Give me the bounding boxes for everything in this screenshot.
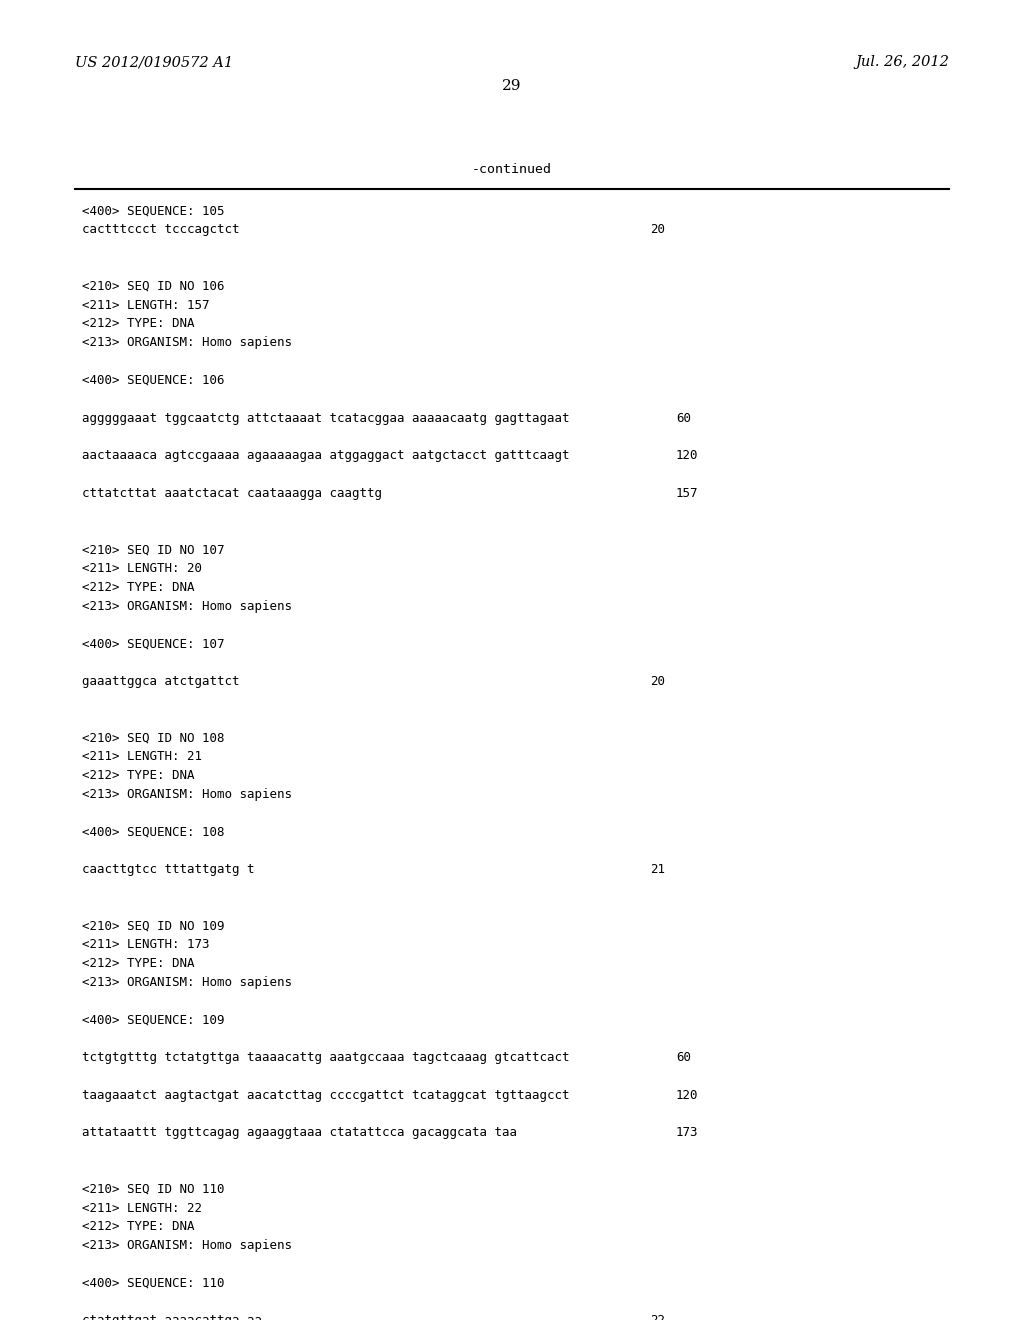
Text: agggggaaat tggcaatctg attctaaaat tcatacggaa aaaaacaatg gagttagaat: agggggaaat tggcaatctg attctaaaat tcatacg… [82,412,569,425]
Text: 60: 60 [676,412,691,425]
Text: <400> SEQUENCE: 109: <400> SEQUENCE: 109 [82,1014,224,1027]
Text: <212> TYPE: DNA: <212> TYPE: DNA [82,1220,195,1233]
Text: <210> SEQ ID NO 107: <210> SEQ ID NO 107 [82,543,224,556]
Text: <213> ORGANISM: Homo sapiens: <213> ORGANISM: Homo sapiens [82,975,292,989]
Text: 120: 120 [676,1089,698,1102]
Text: US 2012/0190572 A1: US 2012/0190572 A1 [75,55,232,70]
Text: 60: 60 [676,1051,691,1064]
Text: 22: 22 [650,1315,666,1320]
Text: 157: 157 [676,487,698,500]
Text: cactttccct tcccagctct: cactttccct tcccagctct [82,223,240,236]
Text: <212> TYPE: DNA: <212> TYPE: DNA [82,957,195,970]
Text: <400> SEQUENCE: 108: <400> SEQUENCE: 108 [82,825,224,838]
Text: 173: 173 [676,1126,698,1139]
Text: <400> SEQUENCE: 110: <400> SEQUENCE: 110 [82,1276,224,1290]
Text: <210> SEQ ID NO 109: <210> SEQ ID NO 109 [82,919,224,932]
Text: <212> TYPE: DNA: <212> TYPE: DNA [82,317,195,330]
Text: <211> LENGTH: 157: <211> LENGTH: 157 [82,298,210,312]
Text: <212> TYPE: DNA: <212> TYPE: DNA [82,768,195,781]
Text: <211> LENGTH: 173: <211> LENGTH: 173 [82,939,210,952]
Text: tctgtgtttg tctatgttga taaaacattg aaatgccaaa tagctcaaag gtcattcact: tctgtgtttg tctatgttga taaaacattg aaatgcc… [82,1051,569,1064]
Text: <211> LENGTH: 21: <211> LENGTH: 21 [82,750,202,763]
Text: 21: 21 [650,863,666,876]
Text: <213> ORGANISM: Homo sapiens: <213> ORGANISM: Homo sapiens [82,788,292,801]
Text: <400> SEQUENCE: 107: <400> SEQUENCE: 107 [82,638,224,651]
Text: <212> TYPE: DNA: <212> TYPE: DNA [82,581,195,594]
Text: <213> ORGANISM: Homo sapiens: <213> ORGANISM: Homo sapiens [82,337,292,350]
Text: aactaaaaca agtccgaaaa agaaaaagaa atggaggact aatgctacct gatttcaagt: aactaaaaca agtccgaaaa agaaaaagaa atggagg… [82,449,569,462]
Text: <210> SEQ ID NO 108: <210> SEQ ID NO 108 [82,731,224,744]
Text: cttatcttat aaatctacat caataaagga caagttg: cttatcttat aaatctacat caataaagga caagttg [82,487,382,500]
Text: gaaattggca atctgattct: gaaattggca atctgattct [82,675,240,688]
Text: -continued: -continued [472,162,552,176]
Text: <211> LENGTH: 20: <211> LENGTH: 20 [82,562,202,576]
Text: Jul. 26, 2012: Jul. 26, 2012 [855,55,949,70]
Text: 20: 20 [650,223,666,236]
Text: taagaaatct aagtactgat aacatcttag ccccgattct tcataggcat tgttaagcct: taagaaatct aagtactgat aacatcttag ccccgat… [82,1089,569,1102]
Text: 29: 29 [502,79,522,94]
Text: ctatgttgat aaaacattga aa: ctatgttgat aaaacattga aa [82,1315,262,1320]
Text: <213> ORGANISM: Homo sapiens: <213> ORGANISM: Homo sapiens [82,599,292,612]
Text: <213> ORGANISM: Homo sapiens: <213> ORGANISM: Homo sapiens [82,1239,292,1253]
Text: attataattt tggttcagag agaaggtaaa ctatattcca gacaggcata taa: attataattt tggttcagag agaaggtaaa ctatatt… [82,1126,517,1139]
Text: caacttgtcc tttattgatg t: caacttgtcc tttattgatg t [82,863,254,876]
Text: 20: 20 [650,675,666,688]
Text: 120: 120 [676,449,698,462]
Text: <210> SEQ ID NO 106: <210> SEQ ID NO 106 [82,280,224,293]
Text: <400> SEQUENCE: 106: <400> SEQUENCE: 106 [82,374,224,387]
Text: <211> LENGTH: 22: <211> LENGTH: 22 [82,1201,202,1214]
Text: <400> SEQUENCE: 105: <400> SEQUENCE: 105 [82,205,224,218]
Text: <210> SEQ ID NO 110: <210> SEQ ID NO 110 [82,1183,224,1196]
